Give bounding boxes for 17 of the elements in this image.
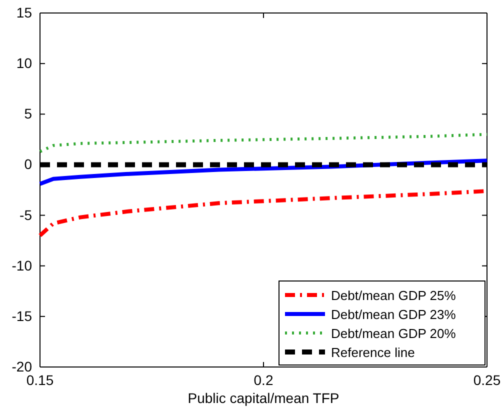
x-tick-label: 0.25: [473, 372, 501, 388]
x-tick-label: 0.15: [26, 372, 54, 388]
legend-label: Debt/mean GDP 20%: [331, 326, 456, 341]
x-axis-title: Public capital/mean TFP: [188, 390, 340, 406]
y-tick-label: 15: [16, 4, 32, 20]
y-tick-label: -20: [12, 358, 32, 374]
y-tick-label: -10: [12, 257, 32, 274]
y-tick-label: 10: [16, 55, 32, 72]
y-tick-label: 5: [24, 106, 32, 122]
legend-label: Debt/mean GDP 25%: [331, 288, 456, 303]
y-tick-label: 0: [24, 156, 32, 172]
y-tick-label: -15: [12, 308, 32, 324]
legend-label: Debt/mean GDP 23%: [331, 307, 456, 322]
y-tick-label: -5: [20, 206, 32, 223]
x-tick-label: 0.2: [254, 372, 274, 388]
legend-label: Reference line: [331, 345, 415, 360]
line-series: [38, 132, 488, 154]
